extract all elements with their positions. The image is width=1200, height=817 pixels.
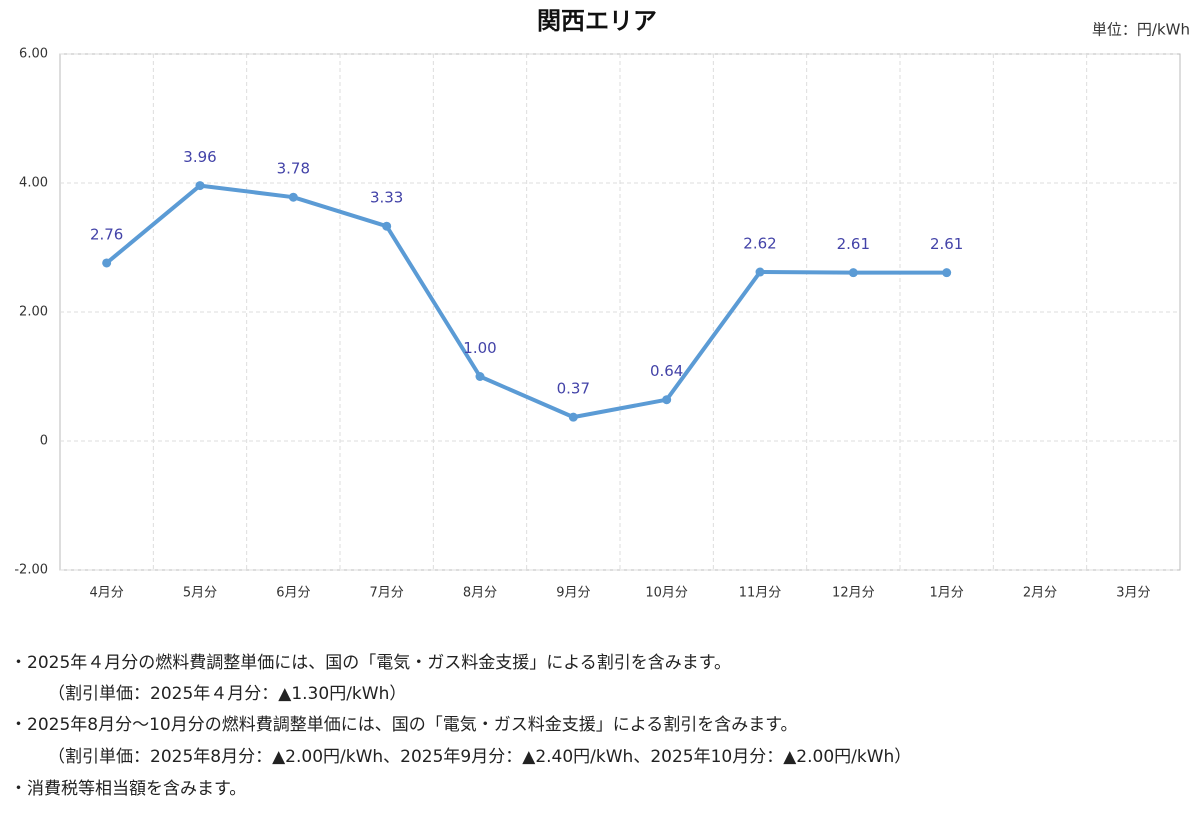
x-tick-label: 12月分 — [832, 586, 875, 601]
y-tick-label: 4.00 — [19, 176, 48, 191]
x-tick-label: 9月分 — [556, 586, 590, 601]
note: （割引単価：2025年8月分：▲2.00円/kWh、2025年9月分：▲2.40… — [48, 747, 911, 767]
x-tick-label: 1月分 — [930, 586, 964, 601]
x-tick-label: 4月分 — [90, 586, 124, 601]
data-point — [195, 181, 205, 191]
data-point — [102, 258, 112, 268]
y-tick-label: -2.00 — [14, 563, 48, 578]
y-tick-label: 2.00 — [19, 305, 48, 320]
note: （割引単価：2025年４月分：▲1.30円/kWh） — [48, 684, 406, 704]
data-label: 0.37 — [557, 380, 590, 398]
data-label: 1.00 — [463, 339, 496, 357]
unit-label: 単位：円/kWh — [1092, 21, 1190, 39]
y-tick-label: 6.00 — [19, 47, 48, 62]
data-label: 3.78 — [277, 160, 310, 178]
data-label: 2.76 — [90, 225, 123, 243]
data-label: 2.61 — [930, 235, 963, 253]
x-tick-label: 7月分 — [370, 586, 404, 601]
x-tick-label: 2月分 — [1023, 586, 1057, 601]
x-tick-label: 10月分 — [645, 586, 688, 601]
data-point — [568, 412, 578, 422]
note: ・消費税等相当額を含みます。 — [10, 779, 246, 799]
x-tick-label: 11月分 — [739, 586, 782, 601]
data-label: 0.64 — [650, 362, 683, 380]
data-point — [942, 268, 952, 278]
data-label: 2.61 — [837, 235, 870, 253]
note: ・2025年４月分の燃料費調整単価には、国の「電気・ガス料金支援」による割引を含… — [10, 653, 731, 673]
x-tick-label: 6月分 — [276, 586, 310, 601]
y-tick-label: 0 — [40, 434, 48, 449]
data-point — [382, 221, 392, 231]
data-point — [475, 372, 485, 381]
data-label: 3.33 — [370, 189, 403, 207]
data-point — [662, 395, 672, 405]
x-tick-label: 5月分 — [183, 586, 217, 601]
data-point — [848, 268, 858, 278]
data-point — [288, 192, 298, 202]
x-tick-label: 3月分 — [1116, 586, 1150, 601]
data-point — [755, 267, 765, 277]
data-label: 2.62 — [743, 235, 776, 253]
note: ・2025年8月分～10月分の燃料費調整単価には、国の「電気・ガス料金支援」によ… — [10, 715, 798, 735]
chart-title: 関西エリア — [537, 7, 657, 35]
data-label: 3.96 — [183, 148, 216, 166]
x-tick-label: 8月分 — [463, 586, 497, 601]
line-series — [105, 183, 947, 420]
